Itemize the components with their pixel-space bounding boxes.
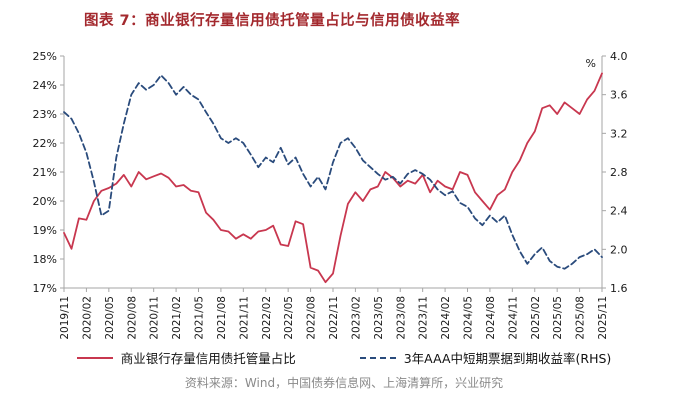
y-axis-label-right: 4.0: [610, 50, 628, 63]
x-axis-label: 2020/08: [126, 296, 138, 340]
source-note: 资料来源：Wind，中国债券信息网、上海清算所，兴业研究: [184, 376, 504, 390]
x-axis-label: 2023/08: [395, 296, 407, 340]
x-axis-label: 2021/08: [216, 296, 228, 340]
y-axis-label-right: 2.8: [610, 166, 628, 179]
series-line-solid: [63, 72, 603, 284]
x-axis-label: 2020/11: [149, 296, 161, 340]
x-axis-label: 2019/11: [59, 296, 71, 340]
x-axis-label: 2024/02: [440, 296, 452, 340]
x-axis-label: 2024/05: [463, 296, 475, 340]
y-axis-label-right: 2.4: [610, 205, 628, 218]
x-axis-label: 2023/02: [350, 296, 362, 340]
y-axis-label-left: 19%: [33, 224, 57, 237]
legend-swatch-solid-line: [76, 356, 113, 359]
legend-item-ratio: 商业银行存量信用债托管量占比: [76, 348, 296, 367]
x-axis-label: 2025/05: [552, 296, 564, 340]
y-axis-label-left: 23%: [33, 108, 57, 121]
y-axis-label-left: 25%: [33, 50, 57, 63]
y-axis-label-left: 18%: [33, 253, 57, 266]
legend-label-yield: 3年AAA中短期票据到期收益率(RHS): [403, 351, 612, 366]
x-axis-label: 2023/11: [418, 296, 430, 340]
y-axis-label-right: 2.0: [610, 243, 628, 256]
x-axis-label: 2022/05: [283, 296, 295, 340]
y-axis-label-left: 24%: [33, 79, 57, 92]
x-axis-label: 2022/08: [306, 296, 318, 340]
x-axis-label: 2025/02: [530, 296, 542, 340]
x-axis-label: 2024/08: [485, 296, 497, 340]
x-axis-label: 2022/02: [261, 296, 273, 340]
y-axis-label-right: 3.6: [610, 89, 628, 102]
x-axis-label: 2020/05: [104, 296, 116, 340]
x-axis-label: 2022/11: [328, 296, 340, 340]
x-axis-label: 2025/08: [575, 296, 587, 340]
legend-swatch-dashed-line: [359, 356, 396, 359]
x-axis-label: 2021/02: [171, 296, 183, 340]
legend-label-ratio: 商业银行存量信用债托管量占比: [120, 351, 296, 366]
y-axis-label-right: 1.6: [610, 282, 628, 295]
x-axis-label: 2025/11: [597, 296, 609, 340]
y-axis-label-left: 21%: [33, 166, 57, 179]
chart-canvas: 25% 24% 23% 22% 21% 20% 19% 18% 17% 4.0 3.6 3.2 2.8 2…: [33, 50, 628, 340]
x-axis-label: 2024/11: [507, 296, 519, 340]
y-axis-label-left: 17%: [33, 282, 57, 295]
right-axis-unit-label: %: [586, 57, 596, 70]
x-axis-label: 2021/05: [194, 296, 206, 340]
x-axis-label: 2023/05: [373, 296, 385, 340]
figure-title: 图表 7：商业银行存量信用债托管量占比与信用债收益率: [84, 13, 461, 29]
legend-item-yield: 3年AAA中短期票据到期收益率(RHS): [359, 348, 612, 367]
x-axis-label: 2021/11: [238, 296, 250, 340]
chart-legend: 商业银行存量信用债托管量占比 3年AAA中短期票据到期收益率(RHS): [0, 348, 688, 367]
y-axis-label-right: 3.2: [610, 127, 628, 140]
y-axis-label-left: 20%: [33, 195, 57, 208]
x-axis-label: 2020/02: [81, 296, 93, 340]
y-axis-label-left: 22%: [33, 137, 57, 150]
series-line-dashed: [63, 74, 603, 270]
